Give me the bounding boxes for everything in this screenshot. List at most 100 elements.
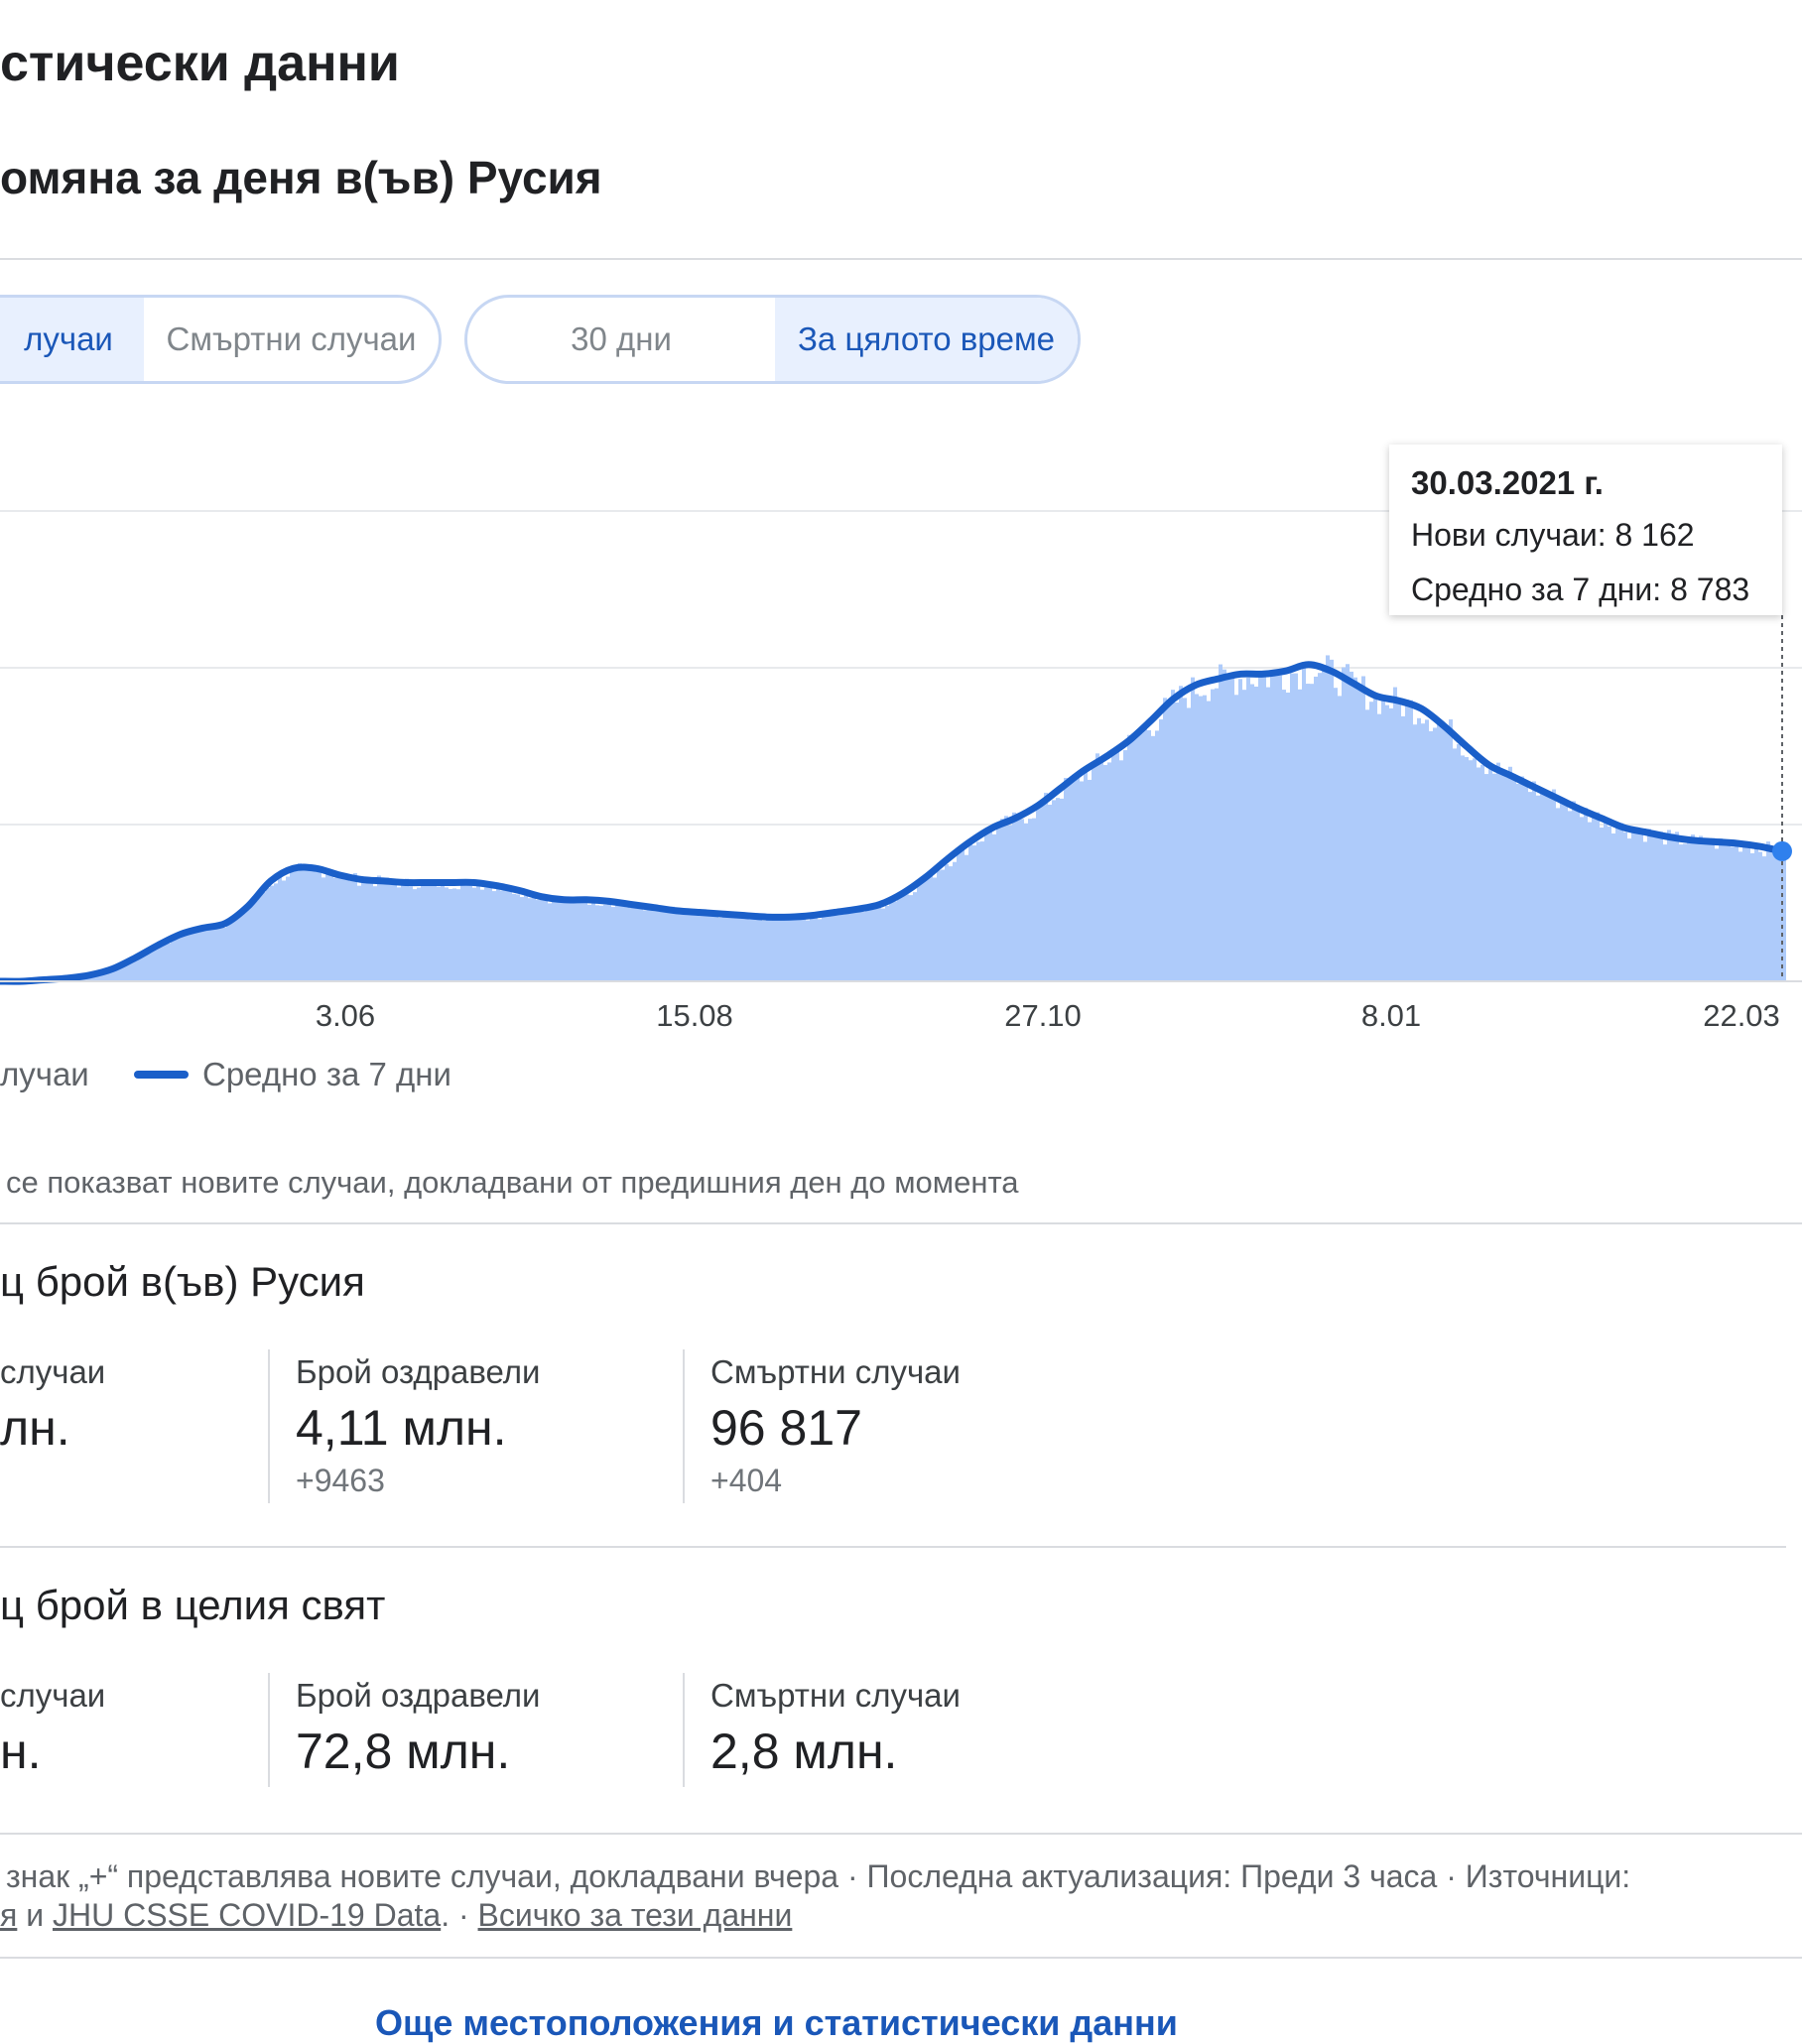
daily-bar xyxy=(1580,817,1584,981)
daily-bar xyxy=(1294,674,1298,981)
daily-bar xyxy=(1631,830,1635,981)
footer-info: знак „+“ представлява новите случаи, док… xyxy=(6,1858,1630,1895)
daily-bar xyxy=(1746,848,1750,981)
daily-bar xyxy=(528,898,532,981)
daily-bar xyxy=(433,879,437,981)
stat-deaths-delta: +404 xyxy=(710,1463,782,1499)
daily-bar xyxy=(583,902,587,981)
daily-bar xyxy=(1353,678,1357,981)
daily-bar xyxy=(1596,813,1600,981)
daily-bar xyxy=(310,866,314,981)
daily-bar xyxy=(1568,811,1572,981)
daily-bar xyxy=(1703,843,1707,981)
daily-bar xyxy=(873,903,877,981)
daily-bar xyxy=(1211,690,1215,981)
daily-bar xyxy=(1667,830,1671,981)
daily-bar xyxy=(572,899,576,981)
daily-bar xyxy=(603,905,607,981)
daily-bar xyxy=(1381,696,1385,981)
daily-bar xyxy=(1449,719,1453,981)
daily-bar xyxy=(270,886,274,981)
daily-bar xyxy=(1473,758,1477,981)
daily-bar xyxy=(1393,688,1397,981)
daily-bar xyxy=(1219,665,1223,981)
daily-bar xyxy=(576,899,579,981)
divider xyxy=(0,1546,1786,1548)
daily-bar xyxy=(671,907,675,981)
stat-separator xyxy=(683,1673,685,1787)
daily-bar xyxy=(1238,679,1242,981)
daily-bar xyxy=(1401,716,1405,981)
daily-bar xyxy=(726,915,730,981)
daily-bar xyxy=(1107,762,1111,981)
daily-bar xyxy=(853,911,857,981)
footer-and: и xyxy=(17,1897,53,1933)
daily-bar xyxy=(155,947,159,981)
tab-30-days[interactable]: 30 дни xyxy=(467,298,775,381)
daily-bar xyxy=(627,904,631,981)
about-data-link[interactable]: Всичко за тези данни xyxy=(478,1897,793,1933)
daily-bars xyxy=(24,655,1786,981)
daily-bar xyxy=(1457,744,1461,981)
daily-bar xyxy=(738,914,742,981)
jhu-source-link[interactable]: JHU CSSE COVID-19 Data xyxy=(53,1897,441,1933)
daily-bar xyxy=(718,918,722,981)
daily-bar xyxy=(1226,676,1230,981)
daily-bar xyxy=(1246,678,1250,981)
daily-bar xyxy=(1266,688,1270,981)
stat-separator xyxy=(683,1349,685,1503)
daily-bar xyxy=(1163,698,1167,981)
daily-bar xyxy=(607,904,611,981)
chart-note: се показват новите случаи, докладвани от… xyxy=(6,1165,1019,1201)
daily-bar xyxy=(1738,851,1742,981)
daily-bar xyxy=(290,868,294,981)
daily-bar xyxy=(913,892,917,981)
daily-bar xyxy=(373,886,377,981)
daily-bar xyxy=(1540,789,1544,981)
daily-bar xyxy=(611,907,615,981)
daily-bar xyxy=(488,886,492,981)
daily-bar xyxy=(456,889,460,981)
daily-bar xyxy=(1068,782,1072,981)
daily-bar xyxy=(163,944,167,981)
daily-bar xyxy=(988,832,992,981)
daily-bar xyxy=(881,909,885,981)
daily-bar xyxy=(837,911,841,981)
daily-bar xyxy=(266,888,270,981)
daily-bar xyxy=(1683,843,1687,981)
tab-deaths[interactable]: Смъртни случаи xyxy=(144,298,439,381)
daily-bar xyxy=(1147,730,1151,981)
tab-all-time[interactable]: За цялото време xyxy=(775,298,1078,381)
daily-bar xyxy=(1461,755,1465,981)
daily-bar xyxy=(1282,690,1286,981)
x-tick-label: 3.06 xyxy=(316,998,375,1034)
more-locations-link[interactable]: Още местоположения и статистически данни xyxy=(375,2002,1178,2044)
daily-bar xyxy=(421,881,425,981)
divider xyxy=(0,1957,1802,1959)
daily-bar xyxy=(810,913,814,981)
daily-bar xyxy=(1675,831,1679,981)
daily-bar xyxy=(865,910,869,981)
daily-bar xyxy=(393,883,397,981)
daily-bar xyxy=(1691,834,1695,981)
daily-bar xyxy=(1318,673,1322,981)
daily-bar xyxy=(1036,804,1040,981)
daily-bar xyxy=(464,880,468,981)
daily-bar xyxy=(1119,760,1123,981)
daily-bar xyxy=(1139,733,1143,981)
daily-bar xyxy=(524,891,528,981)
daily-bar xyxy=(564,902,568,981)
daily-bar xyxy=(1044,793,1048,981)
daily-bar xyxy=(1417,718,1421,981)
daily-bar xyxy=(782,921,786,981)
daily-bar xyxy=(734,916,738,981)
daily-bar xyxy=(1508,767,1512,981)
tab-cases[interactable]: лучаи xyxy=(0,298,144,381)
daily-bar xyxy=(901,895,905,981)
source-link-partial[interactable]: я xyxy=(0,1897,17,1933)
daily-bar xyxy=(770,918,774,981)
daily-bar xyxy=(202,928,206,981)
daily-bar xyxy=(1060,799,1064,981)
tooltip-avg: Средно за 7 дни: 8 783 xyxy=(1411,563,1760,617)
daily-bar xyxy=(1056,798,1060,981)
